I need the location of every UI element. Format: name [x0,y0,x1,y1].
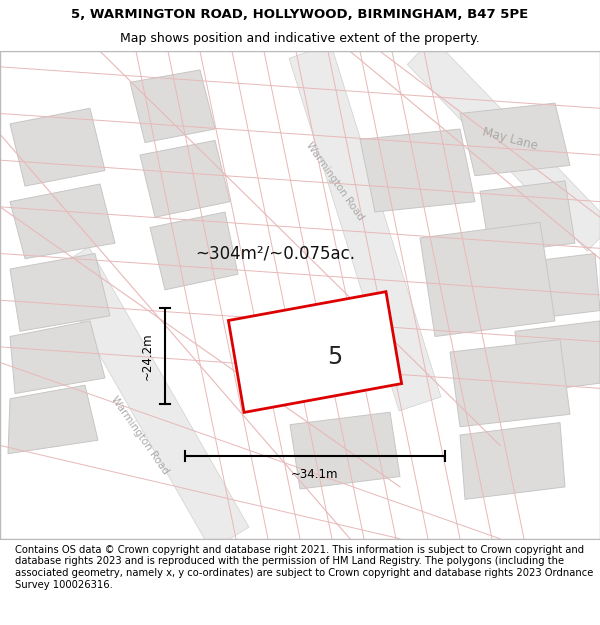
Polygon shape [51,247,249,551]
Polygon shape [407,38,600,251]
Polygon shape [510,254,600,321]
Polygon shape [130,70,215,142]
Text: 5: 5 [328,345,343,369]
Text: Contains OS data © Crown copyright and database right 2021. This information is : Contains OS data © Crown copyright and d… [15,545,593,589]
Text: Warmington Road: Warmington Road [109,394,171,476]
Polygon shape [515,321,600,394]
Text: 5, WARMINGTON ROAD, HOLLYWOOD, BIRMINGHAM, B47 5PE: 5, WARMINGTON ROAD, HOLLYWOOD, BIRMINGHA… [71,8,529,21]
Text: May Lane: May Lane [481,126,539,153]
Polygon shape [150,212,238,290]
Text: ~34.1m: ~34.1m [291,468,339,481]
Polygon shape [140,141,230,218]
Polygon shape [460,422,565,499]
Polygon shape [480,181,575,254]
Polygon shape [10,108,105,186]
Polygon shape [10,184,115,259]
Polygon shape [290,412,400,489]
Polygon shape [450,339,570,427]
Text: Map shows position and indicative extent of the property.: Map shows position and indicative extent… [120,32,480,45]
Polygon shape [289,44,441,411]
Text: ~24.2m: ~24.2m [140,332,154,380]
Polygon shape [8,385,98,454]
Polygon shape [420,222,555,336]
Text: ~304m²/~0.075ac.: ~304m²/~0.075ac. [195,244,355,262]
Polygon shape [460,103,570,176]
Polygon shape [229,292,401,412]
Polygon shape [360,129,475,212]
Text: Warmington Road: Warmington Road [304,140,366,222]
Polygon shape [10,254,110,331]
Polygon shape [10,321,105,394]
